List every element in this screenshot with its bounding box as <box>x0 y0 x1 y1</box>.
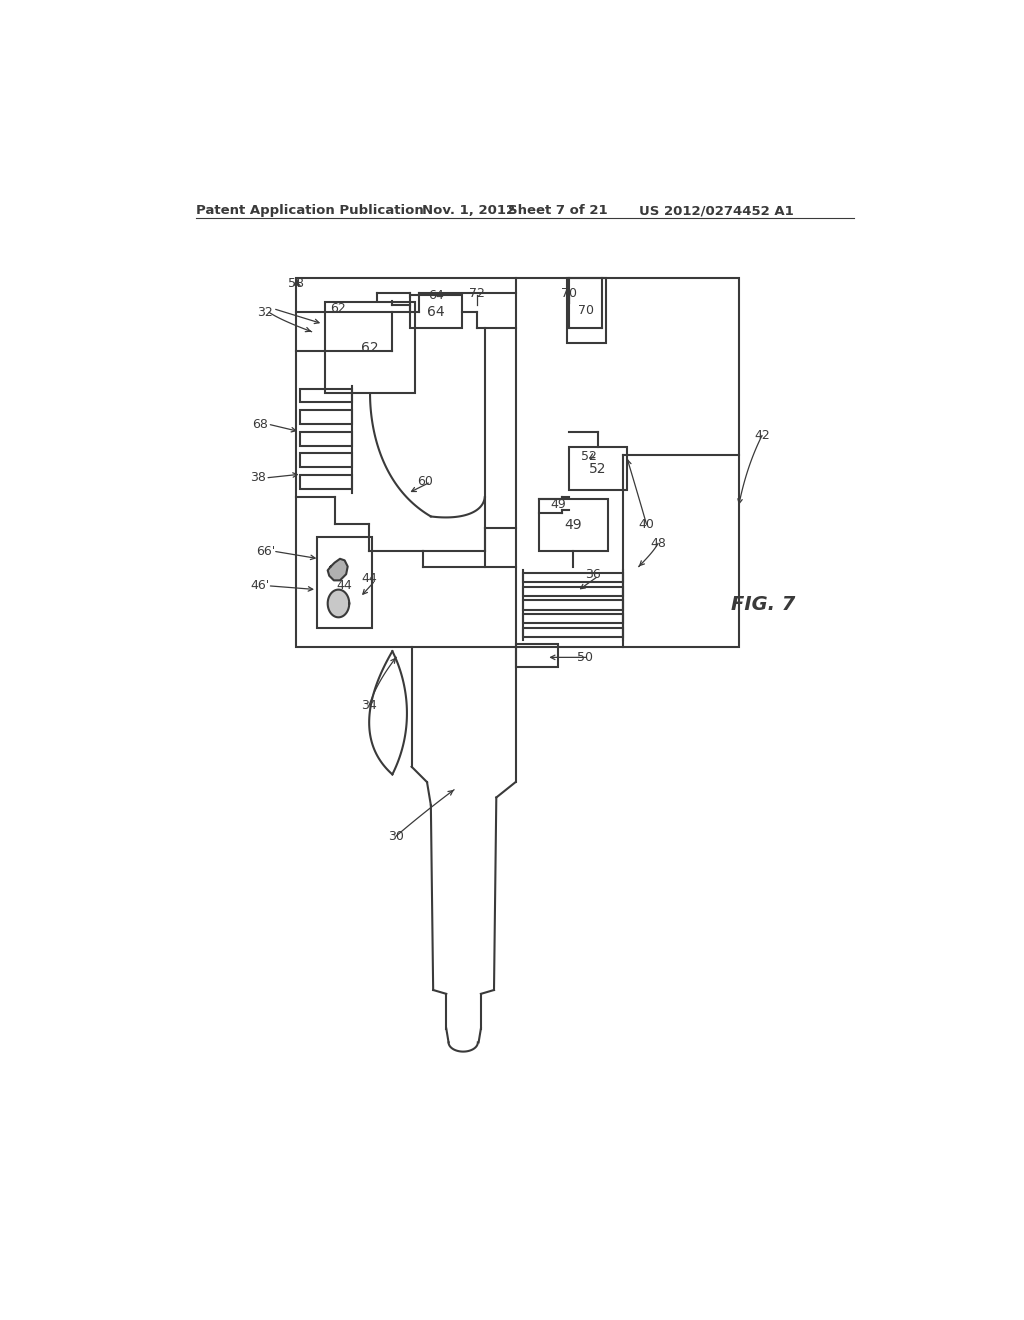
Bar <box>539 499 608 552</box>
Bar <box>300 411 352 424</box>
Text: 52: 52 <box>581 450 597 463</box>
Text: 38: 38 <box>250 471 265 484</box>
Text: 70: 70 <box>579 305 594 317</box>
Bar <box>515 644 558 667</box>
Polygon shape <box>328 590 349 618</box>
Text: 60: 60 <box>417 475 432 488</box>
Bar <box>300 432 352 446</box>
Bar <box>410 296 463 327</box>
Text: 42: 42 <box>754 429 770 442</box>
Bar <box>300 453 352 467</box>
Text: 32: 32 <box>257 306 273 319</box>
Text: 58: 58 <box>288 277 304 290</box>
Bar <box>316 537 373 628</box>
Bar <box>300 475 352 488</box>
Text: 64: 64 <box>428 289 444 302</box>
Polygon shape <box>328 558 348 581</box>
Bar <box>523 573 624 582</box>
Bar <box>567 277 605 343</box>
Text: 48: 48 <box>650 537 666 550</box>
Bar <box>523 614 624 623</box>
Bar <box>325 302 416 393</box>
Text: 68: 68 <box>252 417 268 430</box>
Text: 30: 30 <box>388 829 404 842</box>
Text: 44: 44 <box>361 572 377 585</box>
Text: FIG. 7: FIG. 7 <box>731 595 796 615</box>
Text: 62: 62 <box>331 302 346 315</box>
Text: 52: 52 <box>589 462 606 475</box>
Bar <box>523 586 624 595</box>
Bar <box>569 447 628 490</box>
Text: 44: 44 <box>337 579 352 593</box>
Text: Patent Application Publication: Patent Application Publication <box>196 205 424 218</box>
Bar <box>300 388 352 403</box>
Text: 40: 40 <box>639 517 654 531</box>
Text: 34: 34 <box>361 698 377 711</box>
Bar <box>523 601 624 610</box>
Bar <box>523 628 624 638</box>
Text: Nov. 1, 2012: Nov. 1, 2012 <box>422 205 515 218</box>
Text: 64: 64 <box>427 305 445 318</box>
Text: US 2012/0274452 A1: US 2012/0274452 A1 <box>639 205 794 218</box>
Text: 62: 62 <box>361 341 379 355</box>
Text: 66': 66' <box>256 545 274 557</box>
Text: 46': 46' <box>250 579 269 593</box>
Text: 49: 49 <box>564 517 582 532</box>
Text: 70: 70 <box>561 286 578 300</box>
Text: 36: 36 <box>585 568 600 581</box>
Text: Sheet 7 of 21: Sheet 7 of 21 <box>508 205 607 218</box>
Text: 50: 50 <box>577 651 593 664</box>
Text: 72: 72 <box>469 286 485 300</box>
Text: 49: 49 <box>550 499 566 511</box>
Bar <box>296 277 739 647</box>
